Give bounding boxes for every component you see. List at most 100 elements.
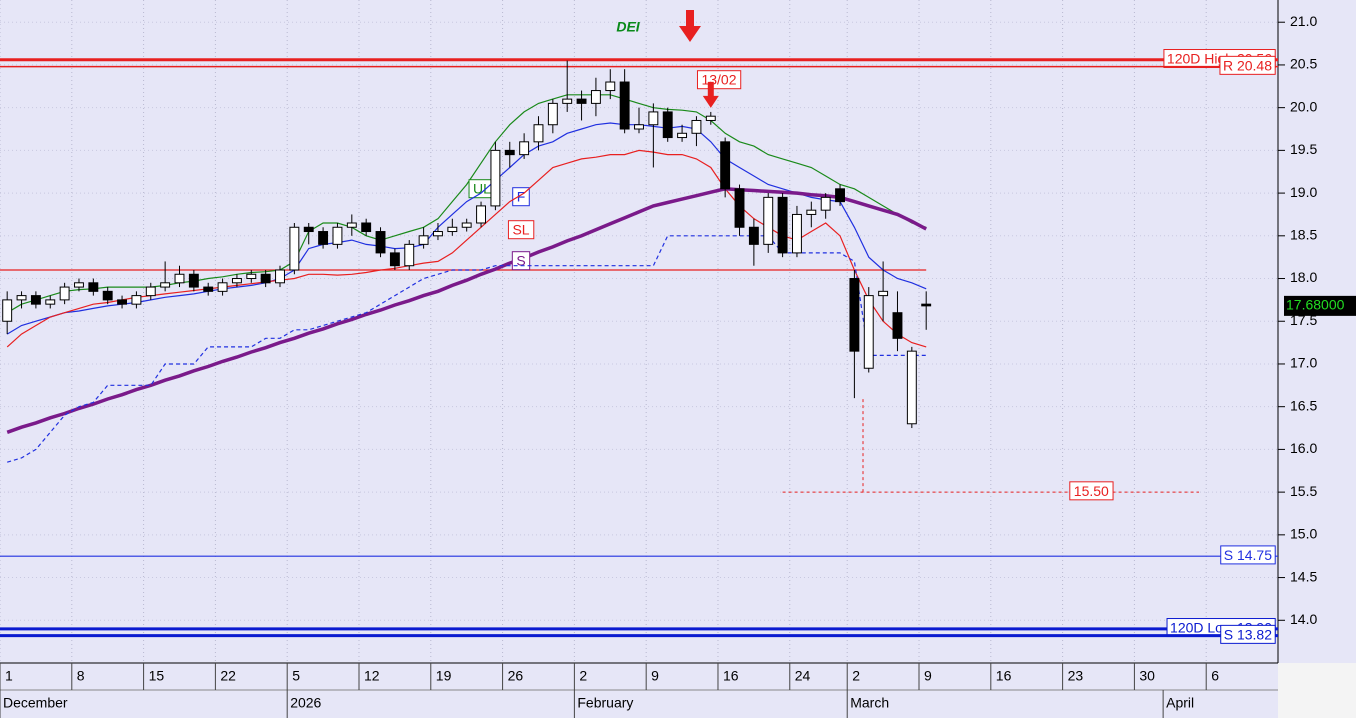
candle-body bbox=[734, 188, 745, 228]
x-tick-label: 26 bbox=[508, 668, 524, 684]
candle-body bbox=[375, 231, 386, 254]
level-label: S 13.82 bbox=[1224, 626, 1272, 642]
candle-body bbox=[461, 222, 472, 228]
candle-body bbox=[361, 222, 372, 233]
level-label-box bbox=[1220, 624, 1276, 644]
x-tick-label: 16 bbox=[996, 668, 1012, 684]
series-label: F bbox=[517, 189, 526, 205]
x-tick-label: 2 bbox=[579, 668, 587, 684]
y-tick-label: 17.5 bbox=[1290, 312, 1317, 328]
candle-body bbox=[863, 295, 874, 369]
candle-body bbox=[835, 188, 845, 203]
x-tick-label: 12 bbox=[364, 668, 380, 684]
x-tick-label: 8 bbox=[77, 668, 85, 684]
candle-body bbox=[404, 243, 415, 267]
y-tick-label: 16.0 bbox=[1290, 440, 1317, 456]
y-tick-label: 15.5 bbox=[1290, 483, 1317, 499]
candle-body bbox=[174, 273, 185, 284]
month-label: April bbox=[1166, 695, 1194, 711]
candle-body bbox=[188, 273, 199, 288]
corner bbox=[1278, 663, 1356, 718]
x-tick-label: 2 bbox=[852, 668, 860, 684]
candle-body bbox=[447, 226, 458, 233]
candle-body bbox=[691, 119, 702, 134]
level-label-box bbox=[1219, 55, 1276, 75]
candle-body bbox=[2, 299, 13, 322]
y-tick-label: 14.5 bbox=[1290, 568, 1317, 584]
month-label: 2026 bbox=[290, 695, 321, 711]
candle-body bbox=[906, 350, 917, 425]
candle-body bbox=[217, 282, 228, 292]
candle-body bbox=[318, 231, 329, 245]
y-tick-label: 18.5 bbox=[1290, 227, 1317, 243]
title-arrow bbox=[679, 10, 701, 42]
y-tick-label: 20.0 bbox=[1290, 98, 1317, 114]
candle-body bbox=[418, 235, 429, 245]
candle-body bbox=[677, 132, 688, 139]
candle-body bbox=[74, 282, 84, 288]
series-label-box bbox=[507, 220, 535, 240]
y-tick-label: 20.5 bbox=[1290, 56, 1317, 72]
candle-body bbox=[705, 115, 716, 121]
series-label: S bbox=[516, 253, 525, 269]
candle-body bbox=[476, 205, 486, 224]
candle-body bbox=[648, 111, 659, 126]
candle-body bbox=[203, 286, 214, 292]
candle-body bbox=[30, 295, 41, 305]
candle-body bbox=[275, 269, 285, 284]
x-tick-label: 6 bbox=[1211, 668, 1219, 684]
candle-body bbox=[490, 149, 501, 207]
level-label: R 20.48 bbox=[1223, 57, 1272, 73]
candle-body bbox=[720, 141, 731, 190]
y-tick-label: 19.5 bbox=[1290, 141, 1317, 157]
x-tick-label: 23 bbox=[1068, 668, 1084, 684]
indicator-line bbox=[6, 122, 927, 335]
x-tick-label: 16 bbox=[723, 668, 739, 684]
x-tick-label: 5 bbox=[292, 668, 300, 684]
candle-body bbox=[389, 252, 400, 267]
candle-body bbox=[806, 209, 817, 215]
x-tick-label: 1 bbox=[5, 668, 13, 684]
annotation: 13/02 bbox=[701, 72, 736, 88]
candle-body bbox=[45, 299, 56, 305]
candle-body bbox=[260, 273, 271, 284]
candle-body bbox=[892, 312, 903, 339]
candle-body bbox=[763, 196, 774, 245]
x-tick-label: 15 bbox=[149, 668, 165, 684]
month-label: December bbox=[3, 695, 68, 711]
month-label: March bbox=[850, 695, 889, 711]
candle-body bbox=[547, 102, 558, 126]
month-label: February bbox=[577, 695, 633, 711]
candle-body bbox=[332, 226, 343, 245]
last-price-box bbox=[1284, 295, 1356, 316]
candle-body bbox=[562, 98, 573, 104]
last-price-label: 17.68000 bbox=[1286, 297, 1345, 313]
target-label: 15.50 bbox=[1074, 483, 1109, 499]
y-tick-label: 15.0 bbox=[1290, 526, 1317, 542]
candle-body bbox=[160, 282, 171, 288]
chart-title: DEI bbox=[616, 19, 640, 35]
candle-body bbox=[16, 295, 27, 301]
candle-body bbox=[662, 111, 673, 139]
x-tick-label: 19 bbox=[436, 668, 452, 684]
y-tick-label: 14.0 bbox=[1290, 611, 1317, 627]
candle-body bbox=[303, 226, 314, 233]
candle-body bbox=[921, 303, 932, 307]
x-tick-label: 22 bbox=[220, 668, 236, 684]
candle-body bbox=[289, 226, 300, 271]
series-label: SL bbox=[512, 222, 529, 238]
candle-body bbox=[748, 226, 759, 245]
target-label-box bbox=[1069, 481, 1114, 501]
candle-body bbox=[231, 278, 242, 284]
y-tick-label: 16.5 bbox=[1290, 397, 1317, 413]
candle-body bbox=[878, 290, 889, 297]
candle-body bbox=[117, 299, 128, 305]
candle-body bbox=[619, 81, 630, 130]
candle-body bbox=[131, 295, 142, 305]
candle-body bbox=[634, 124, 644, 130]
level-label: S 14.75 bbox=[1224, 547, 1272, 563]
candle-body bbox=[605, 81, 616, 92]
candle-body bbox=[590, 90, 601, 104]
candle-body bbox=[576, 98, 587, 104]
